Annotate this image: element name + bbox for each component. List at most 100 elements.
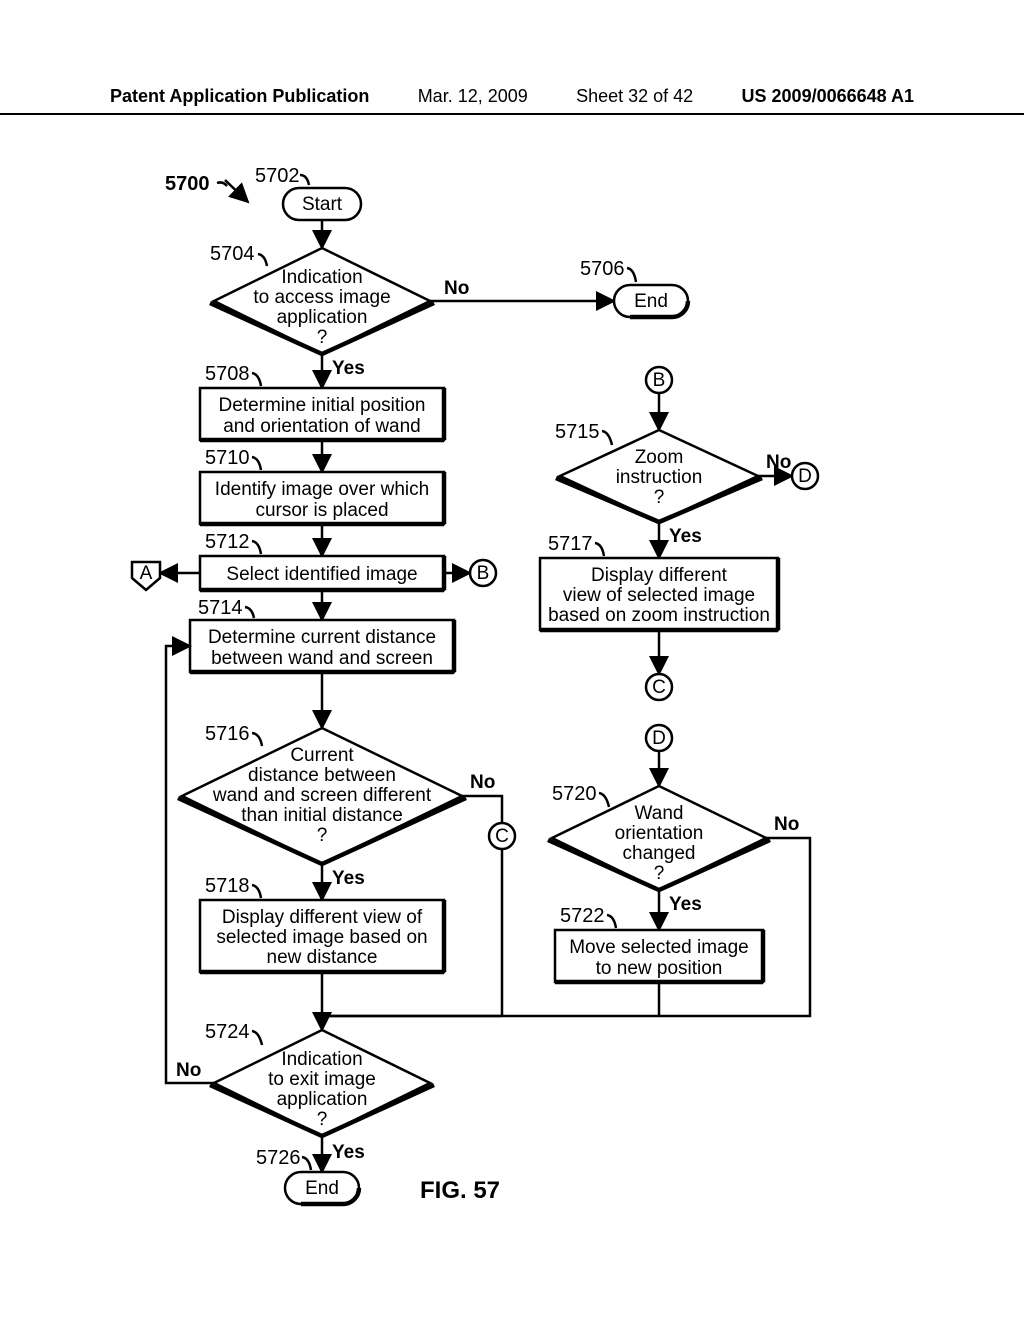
- svg-text:5702: 5702: [255, 165, 300, 187]
- svg-text:5712: 5712: [205, 531, 250, 553]
- node-end-5726: End: [285, 1172, 359, 1204]
- svg-text:cursor is placed: cursor is placed: [255, 500, 388, 521]
- svg-text:and orientation of wand: and orientation of wand: [223, 416, 421, 437]
- svg-text:?: ?: [317, 1109, 328, 1130]
- svg-text:Indication: Indication: [281, 267, 362, 288]
- svg-text:D: D: [798, 466, 812, 487]
- edge-label-no: No: [444, 278, 469, 299]
- svg-text:changed: changed: [623, 843, 696, 864]
- svg-text:to new position: to new position: [596, 958, 723, 979]
- svg-text:Determine current distance: Determine current distance: [208, 627, 436, 648]
- svg-text:5710: 5710: [205, 447, 250, 469]
- ref-5710: 5710: [205, 447, 261, 470]
- svg-text:application: application: [277, 307, 368, 328]
- edge-label-no: No: [766, 452, 791, 473]
- svg-text:to access image: to access image: [253, 287, 390, 308]
- ref-5702: 5702: [255, 165, 309, 187]
- svg-text:instruction: instruction: [616, 467, 703, 488]
- svg-text:5722: 5722: [560, 905, 605, 927]
- svg-text:Wand: Wand: [635, 803, 684, 824]
- edge: [166, 646, 214, 1083]
- svg-text:selected image based on: selected image based on: [216, 927, 427, 948]
- header-date: Mar. 12, 2009: [418, 86, 528, 107]
- ref-5726: 5726: [256, 1147, 311, 1170]
- svg-text:End: End: [634, 291, 668, 312]
- svg-text:Display different: Display different: [591, 565, 728, 586]
- process-5718: Display different view of selected image…: [200, 900, 444, 972]
- connector-c-out: C: [646, 674, 672, 700]
- edge-label-yes: Yes: [669, 894, 702, 915]
- svg-text:than initial distance: than initial distance: [241, 805, 403, 826]
- node-start: Start: [283, 188, 361, 220]
- svg-text:orientation: orientation: [615, 823, 704, 844]
- svg-text:5704: 5704: [210, 243, 255, 265]
- process-5710: Identify image over which cursor is plac…: [200, 472, 444, 524]
- ref-5724: 5724: [205, 1021, 262, 1045]
- svg-text:between wand and screen: between wand and screen: [211, 648, 433, 669]
- svg-text:?: ?: [317, 825, 328, 846]
- edge-label-no: No: [176, 1060, 201, 1081]
- svg-text:based on zoom instruction: based on zoom instruction: [548, 605, 770, 626]
- edge-label-yes: Yes: [332, 1142, 365, 1163]
- svg-text:wand and screen different: wand and screen different: [212, 785, 432, 806]
- svg-text:Start: Start: [302, 194, 343, 215]
- svg-text:Zoom: Zoom: [635, 447, 684, 468]
- svg-text:?: ?: [317, 327, 328, 348]
- edge-label-no: No: [774, 814, 799, 835]
- decision-5724: Indication to exit image application ?: [210, 1030, 434, 1136]
- process-5714: Determine current distance between wand …: [190, 620, 454, 672]
- svg-text:Display different view of: Display different view of: [222, 907, 423, 928]
- svg-text:Indication: Indication: [281, 1049, 362, 1070]
- figure-label: FIG. 57: [420, 1177, 500, 1204]
- ref-5722: 5722: [560, 905, 616, 928]
- connector-d-in: D: [646, 725, 672, 751]
- svg-text:Select identified image: Select identified image: [226, 564, 417, 585]
- edge-label-no: No: [470, 772, 495, 793]
- ref-5720: 5720: [552, 783, 609, 807]
- ref-5715: 5715: [555, 421, 612, 445]
- svg-text:5717: 5717: [548, 533, 593, 555]
- svg-text:B: B: [477, 563, 490, 584]
- svg-text:5708: 5708: [205, 363, 250, 385]
- ref-5718: 5718: [205, 875, 261, 898]
- header-publication: Patent Application Publication: [110, 86, 369, 107]
- svg-text:5715: 5715: [555, 421, 600, 443]
- ref-5717: 5717: [548, 533, 604, 556]
- svg-text:D: D: [652, 728, 666, 749]
- svg-text:new distance: new distance: [267, 947, 378, 968]
- edge-label-yes: Yes: [332, 358, 365, 379]
- ref-5708: 5708: [205, 363, 261, 386]
- connector-a-out: A: [132, 562, 160, 590]
- page: Patent Application Publication Mar. 12, …: [0, 0, 1024, 1320]
- ref-5714: 5714: [198, 597, 254, 619]
- svg-text:Move selected image: Move selected image: [569, 937, 749, 958]
- ref-5706: 5706: [580, 258, 636, 282]
- svg-text:Determine initial position: Determine initial position: [219, 395, 426, 416]
- svg-text:C: C: [495, 826, 509, 847]
- svg-text:A: A: [140, 563, 153, 584]
- svg-text:distance between: distance between: [248, 765, 396, 786]
- node-end-5706: End: [612, 285, 688, 319]
- svg-text:B: B: [653, 370, 666, 391]
- svg-text:Identify image over which: Identify image over which: [215, 479, 429, 500]
- connector-b-in: B: [646, 367, 672, 393]
- process-5717: Display different view of selected image…: [540, 558, 778, 630]
- flowchart: 5700 Start 5702 Indication to access ima…: [0, 120, 1024, 1320]
- svg-text:C: C: [652, 677, 666, 698]
- svg-text:view of selected image: view of selected image: [563, 585, 755, 606]
- ref-5704: 5704: [210, 243, 267, 266]
- edge-label-yes: Yes: [669, 526, 702, 547]
- process-5722: Move selected image to new position: [555, 930, 763, 982]
- svg-text:End: End: [305, 1178, 339, 1199]
- process-5708: Determine initial position and orientati…: [200, 388, 444, 440]
- svg-text:?: ?: [654, 487, 665, 508]
- connector-c-in: C: [489, 823, 515, 849]
- svg-text:5726: 5726: [256, 1147, 301, 1169]
- ref-5700: 5700: [165, 173, 248, 202]
- svg-text:5718: 5718: [205, 875, 250, 897]
- svg-text:Current: Current: [290, 745, 354, 766]
- ref-5712: 5712: [205, 531, 261, 554]
- process-5712: Select identified image: [200, 556, 444, 590]
- header-docnum: US 2009/0066648 A1: [742, 86, 914, 107]
- svg-text:5700: 5700: [165, 173, 210, 195]
